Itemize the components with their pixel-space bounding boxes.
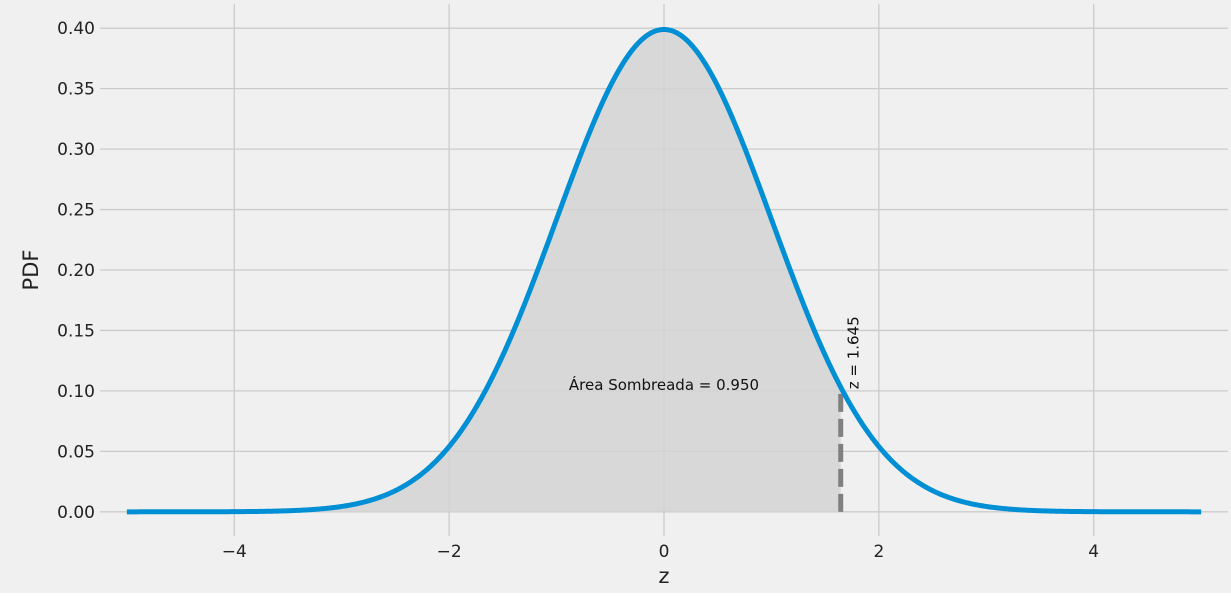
x-tick-label: 4 xyxy=(1088,542,1099,562)
y-tick-label: 0.05 xyxy=(57,442,95,462)
x-tick-label: −2 xyxy=(437,542,462,562)
pdf-curve xyxy=(126,26,1202,515)
y-tick-label: 0.15 xyxy=(57,321,95,341)
y-tick-label: 0.25 xyxy=(57,201,95,221)
y-tick-label: 0.35 xyxy=(57,80,95,100)
y-tick-label: 0.30 xyxy=(57,140,95,160)
shaded-area-annotation: Área Sombreada = 0.950 xyxy=(569,375,759,394)
z-value-annotation: z = 1.645 xyxy=(845,316,863,389)
x-tick-label: −4 xyxy=(222,542,247,562)
y-axis-label: PDF xyxy=(19,250,43,291)
x-tick-label: 2 xyxy=(873,542,884,562)
y-tick-label: 0.20 xyxy=(57,261,95,281)
y-tick-label: 0.00 xyxy=(57,503,95,523)
x-tick-labels: −4 −2 0 2 4 xyxy=(222,542,1099,562)
x-axis-label: z xyxy=(658,564,669,588)
x-tick-label: 0 xyxy=(659,542,670,562)
y-tick-label: 0.40 xyxy=(57,19,95,39)
y-tick-labels: 0.00 0.05 0.10 0.15 0.20 0.25 0.30 0.35 0.40 xyxy=(57,19,95,523)
y-tick-label: 0.10 xyxy=(57,382,95,402)
shaded-area xyxy=(126,29,841,512)
